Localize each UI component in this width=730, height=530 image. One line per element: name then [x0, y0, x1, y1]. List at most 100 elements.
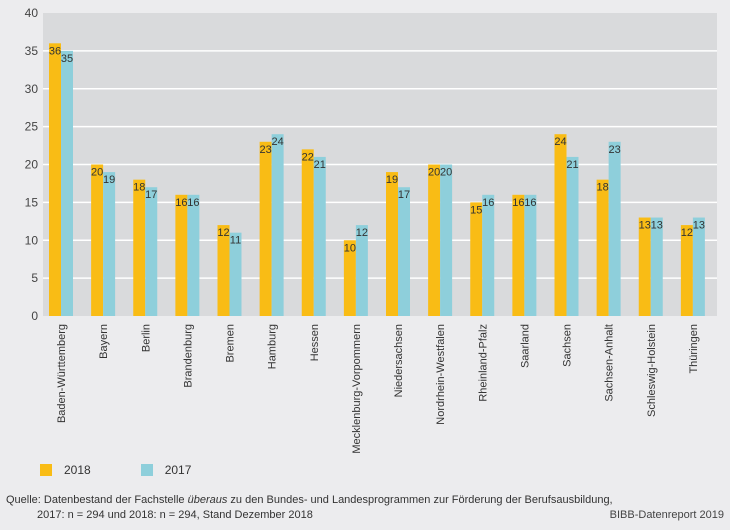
- x-tick-label: Niedersachsen: [393, 324, 405, 397]
- source-line-1: Quelle: Datenbestand der Fachstelle über…: [6, 493, 613, 508]
- y-tick-label: 5: [31, 271, 38, 285]
- legend-label-2018: 2018: [64, 463, 91, 477]
- data-label-2018: 24: [554, 136, 566, 148]
- legend-item-2018: 2018: [40, 463, 91, 477]
- bar-2018: [386, 172, 398, 316]
- data-label-2018: 16: [175, 197, 187, 209]
- data-label-2017: 11: [230, 235, 241, 247]
- bar-2017: [440, 164, 453, 316]
- bar-2017: [482, 194, 495, 316]
- legend-item-2017: 2017: [140, 463, 192, 477]
- x-tick-label: Brandenburg: [182, 324, 194, 388]
- legend-swatch-2017: [140, 464, 153, 476]
- bar-2018: [133, 179, 146, 316]
- source-suffix: zu den Bundes- und Landesprogrammen zur …: [227, 494, 613, 506]
- data-label-2017: 21: [314, 159, 326, 171]
- data-label-2018: 13: [639, 220, 651, 232]
- y-tick-label: 40: [25, 6, 39, 20]
- data-label-2017: 16: [524, 197, 536, 209]
- bar-2017: [692, 217, 705, 316]
- bar-2018: [470, 202, 483, 316]
- x-tick-label: Saarland: [519, 324, 531, 368]
- x-tick-label: Thüringen: [688, 324, 700, 374]
- y-tick-label: 10: [25, 233, 39, 247]
- data-label-2017: 17: [398, 189, 410, 201]
- data-label-2018: 12: [217, 227, 229, 239]
- legend: 2018 2017: [40, 463, 191, 477]
- data-label-2018: 20: [91, 167, 103, 179]
- y-tick-label: 30: [25, 82, 39, 96]
- bar-2017: [650, 217, 663, 316]
- bar-2018: [638, 217, 651, 316]
- data-label-2017: 19: [103, 174, 115, 186]
- bar-2017: [61, 50, 73, 316]
- bar-2017: [229, 232, 242, 316]
- data-label-2017: 16: [187, 197, 199, 209]
- bar-2017: [271, 134, 284, 316]
- bar-2017: [566, 156, 579, 316]
- bar-2017: [355, 225, 368, 316]
- bar-2017: [398, 187, 410, 316]
- bar-2018: [217, 225, 230, 316]
- bar-2018: [512, 194, 525, 316]
- data-label-2017: 17: [145, 189, 157, 201]
- y-tick-label: 20: [25, 158, 39, 172]
- y-tick-label: 35: [25, 44, 39, 58]
- bar-2017: [145, 187, 158, 316]
- data-label-2018: 10: [344, 242, 356, 254]
- legend-label-2017: 2017: [164, 463, 192, 477]
- y-tick-label: 0: [31, 309, 38, 323]
- source-prefix: Quelle: Datenbestand der Fachstelle: [6, 494, 188, 506]
- data-label-2017: 24: [272, 136, 284, 148]
- data-label-2018: 15: [470, 204, 482, 216]
- data-label-2017: 35: [61, 53, 73, 65]
- bar-2018: [428, 164, 441, 316]
- bar-2018: [343, 240, 356, 316]
- y-axis-ticks: 0 5 10 15 20 25 30 35 40: [25, 6, 39, 323]
- x-tick-label: Hessen: [309, 324, 321, 361]
- bar-2017: [524, 194, 537, 316]
- source-note: Quelle: Datenbestand der Fachstelle über…: [6, 493, 613, 523]
- data-label-2017: 21: [566, 159, 578, 171]
- bar-2017: [103, 172, 116, 316]
- x-tick-label: Rheinland-Pfalz: [477, 324, 489, 402]
- data-label-2018: 16: [512, 197, 524, 209]
- data-label-2018: 36: [49, 45, 61, 57]
- bar-2018: [91, 164, 104, 316]
- legend-swatch-2018: [40, 464, 52, 476]
- source-emphasis: überaus: [187, 494, 228, 506]
- y-tick-label: 15: [25, 195, 39, 209]
- bar-2018: [49, 43, 61, 317]
- data-label-2017: 13: [693, 220, 705, 232]
- x-tick-label: Berlin: [140, 324, 152, 352]
- x-tick-label: Sachsen: [562, 324, 574, 367]
- x-tick-label: Bremen: [225, 324, 237, 363]
- bar-2018: [301, 149, 314, 316]
- x-tick-label: Baden-Württemberg: [56, 324, 68, 423]
- data-label-2018: 18: [133, 182, 145, 194]
- bar-2018: [175, 194, 188, 316]
- x-tick-label: Sachsen-Anhalt: [604, 324, 616, 402]
- bar-2018: [259, 141, 272, 316]
- x-tick-label: Nordrhein-Westfalen: [435, 324, 447, 425]
- x-axis-labels: Baden-Württemberg Bayern Berlin Brandenburg…: [56, 324, 700, 454]
- x-tick-label: Schleswig-Holstein: [646, 324, 658, 417]
- x-tick-label: Bayern: [98, 324, 110, 359]
- bar-2017: [313, 156, 326, 316]
- data-label-2018: 18: [597, 182, 609, 194]
- data-label-2017: 16: [482, 197, 494, 209]
- data-label-2017: 12: [356, 227, 368, 239]
- data-label-2017: 23: [609, 144, 621, 156]
- credit: BIBB-Datenreport 2019: [609, 509, 724, 521]
- x-tick-label: Mecklenburg-Vorpommern: [351, 324, 363, 454]
- data-label-2017: 13: [651, 220, 663, 232]
- bar-2017: [608, 141, 621, 316]
- bar-2018: [554, 134, 567, 316]
- y-tick-label: 25: [25, 120, 39, 134]
- data-label-2017: 20: [440, 167, 452, 179]
- x-tick-label: Hamburg: [267, 324, 279, 369]
- data-label-2018: 12: [681, 227, 693, 239]
- source-line-2: 2017: n = 294 und 2018: n = 294, Stand D…: [37, 509, 313, 521]
